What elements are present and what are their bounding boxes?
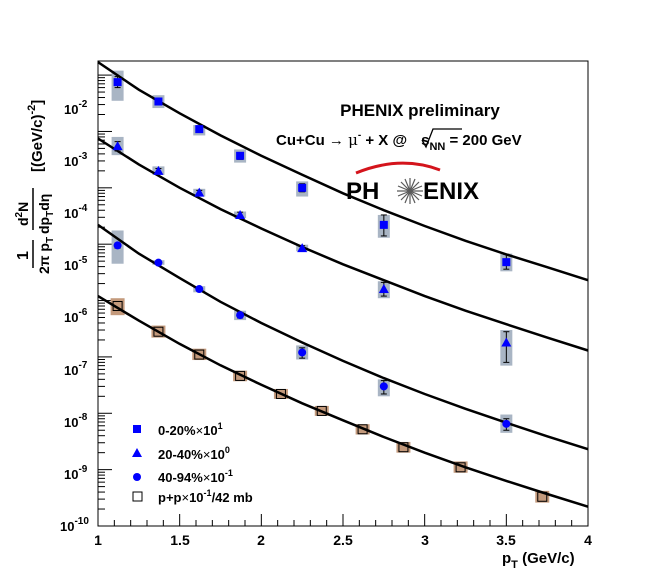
data-point-open-square [112,301,123,312]
data-point-open-square [194,349,205,360]
legend-entry: 0-20%×101 [158,421,223,438]
data-point-circle [236,311,245,320]
data-point-circle [154,258,163,267]
statistical-error-bars [114,76,510,431]
y-title-den: 2π pT [36,237,56,274]
data-point-triangle [153,165,164,175]
data-point-square [502,258,511,267]
y-tick-label: 10-5 [64,255,88,273]
sys-error-box [453,461,468,473]
data-point-open-square [537,491,548,502]
y-title-den2: dpTdη [36,194,56,234]
legend-marker-triangle [132,448,142,457]
y-title-units: [(GeV/c)-2] [26,100,46,172]
x-tick-label: 1 [94,532,102,548]
data-point-square [154,97,163,106]
legend-marker-circle [133,473,141,481]
phenix-logo: PH ENIX [346,161,479,205]
x-tick-label: 2 [257,532,265,548]
sqrt-sign [421,128,462,149]
svg-text:PH: PH [346,178,379,205]
data-point-triangle [235,209,246,219]
legend-entry: 40-94%×10-1 [158,468,233,485]
data-point-square [195,125,204,134]
y-tick-label: 10-9 [64,464,88,482]
y-tick-label: 10-7 [64,360,88,378]
data-point-open-square [275,388,286,399]
x-tick-label: 3.5 [496,532,516,548]
y-tick-label: 10-3 [64,151,88,169]
x-tick-label: 1.5 [170,532,190,548]
fit-curves [97,61,589,508]
fit-curve [97,137,589,352]
data-point-triangle [378,284,389,294]
data-point-square [298,183,307,192]
fit-curve [97,61,589,282]
data-point-open-square [316,405,327,416]
data-point-circle [195,285,204,294]
sys-error-box [535,490,550,503]
x-axis-title: pT (GeV/c) [502,550,575,571]
data-point-triangle [194,187,205,197]
data-point-circle [298,348,307,357]
y-tick-label: 10-2 [64,99,88,117]
axis-ticks [97,74,589,527]
x-tick-label: 3 [421,532,429,548]
y-tick-label: 10-8 [64,412,88,430]
chart-title: PHENIX preliminary [340,101,500,120]
legend-entry: p+p×10-1/42 mb [158,488,253,505]
data-point-square [113,78,122,87]
svg-text:ENIX: ENIX [423,178,479,205]
data-point-triangle [501,337,512,347]
legend: 0-20%×101 20-40%×100 40-94%×10-1 p+p×10-… [132,421,253,505]
legend-marker-open-square [132,491,143,502]
data-point-square [236,151,245,160]
data-point-open-square [235,370,246,381]
data-point-open-square [357,424,368,435]
data-point-triangle [112,141,123,151]
data-markers [112,78,548,502]
data-point-circle [502,419,511,428]
sys-error-box [396,441,411,453]
y-tick-label: 10-4 [64,203,88,221]
data-point-circle [113,241,122,250]
y-tick-label: 10-6 [64,307,88,325]
logo-starburst-icon [397,178,423,204]
y-axis-title-rotated: 1 2π pT d2N dpTdη [(GeV/c)-2] [14,100,56,274]
x-tick-label: 4 [584,532,592,548]
data-point-square [379,220,388,229]
data-point-open-square [153,326,164,337]
y-tick-label: 10-10 [60,516,89,534]
legend-marker-square [133,425,141,433]
fit-curve [97,295,589,508]
data-point-circle [379,382,388,391]
legend-entry: 20-40%×100 [158,445,230,462]
y-title-one: 1 [15,251,32,260]
data-point-open-square [455,462,466,473]
data-point-open-square [398,442,409,453]
x-tick-label: 2.5 [333,532,353,548]
chart-subtitle: Cu+Cu → μ- + X @ sNN = 200 GeV [276,130,522,153]
data-point-triangle [297,243,308,253]
y-title-num: d2N [14,202,31,226]
fit-curve [97,223,589,451]
